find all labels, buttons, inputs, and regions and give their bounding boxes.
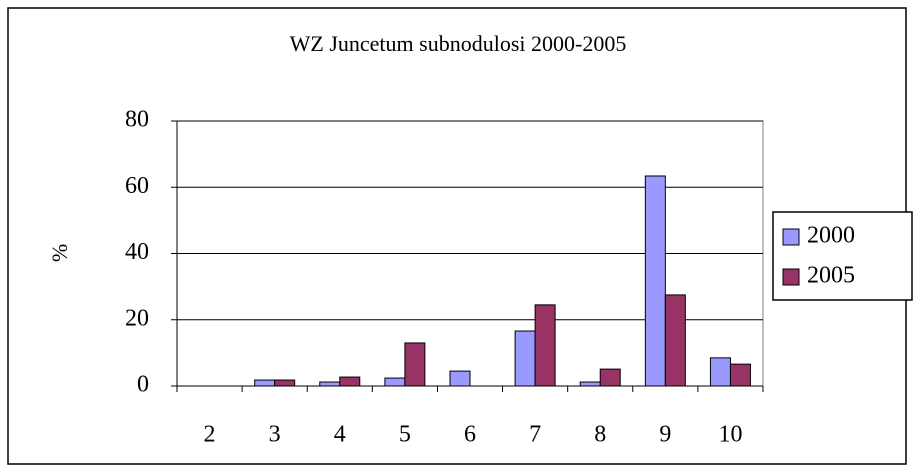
x-tick-label: 10 [718, 422, 742, 448]
y-axis-label: % [47, 244, 72, 262]
x-tick-label: 3 [269, 422, 281, 448]
bar [579, 381, 601, 387]
bar [274, 379, 296, 387]
y-tick-label: 0 [137, 372, 149, 398]
x-tick-label: 9 [659, 422, 671, 448]
bar [534, 304, 556, 387]
legend-swatch [782, 268, 800, 286]
x-tick-label: 2 [204, 422, 216, 448]
bar [514, 330, 536, 387]
bar [339, 376, 361, 387]
x-tick-label: 7 [529, 422, 541, 448]
bar [644, 175, 666, 387]
bar [664, 294, 686, 387]
bar [404, 342, 426, 387]
bar [254, 379, 276, 387]
bar [449, 370, 471, 387]
y-tick-label: 80 [125, 107, 149, 133]
legend-label: 2000 [807, 223, 855, 249]
bar [319, 381, 341, 387]
x-tick-label: 5 [399, 422, 411, 448]
bar [709, 357, 731, 387]
y-tick-label: 20 [125, 305, 149, 331]
y-tick-label: 60 [125, 173, 149, 199]
x-tick-label: 8 [594, 422, 606, 448]
legend-swatch [782, 228, 800, 246]
chart-title: WZ Juncetum subnodulosi 2000-2005 [290, 31, 627, 56]
x-tick-label: 4 [334, 422, 346, 448]
bar [729, 363, 751, 387]
bar [599, 368, 621, 387]
bar [384, 377, 406, 387]
y-tick-label: 40 [125, 239, 149, 265]
legend-label: 2005 [807, 263, 855, 289]
x-tick-label: 6 [464, 422, 476, 448]
